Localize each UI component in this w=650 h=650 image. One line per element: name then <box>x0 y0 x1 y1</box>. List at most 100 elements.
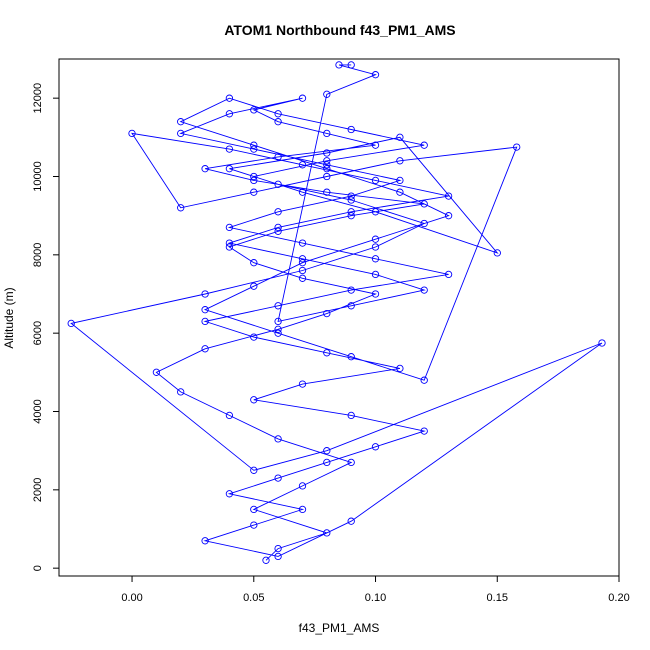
data-point <box>274 118 282 126</box>
data-point <box>262 556 270 564</box>
x-tick-label: 0.20 <box>608 592 629 604</box>
data-point <box>347 286 355 294</box>
data-point <box>371 270 380 279</box>
data-point <box>152 368 161 376</box>
data-point <box>323 447 331 455</box>
data-point <box>274 552 282 561</box>
data-point <box>323 188 331 196</box>
data-point <box>298 259 307 267</box>
x-axis-label: f43_PM1_AMS <box>299 621 380 635</box>
data-point <box>347 411 355 420</box>
data-point <box>298 255 307 263</box>
data-point <box>274 325 282 333</box>
data-point <box>177 388 185 396</box>
data-point <box>225 243 234 251</box>
data-point <box>444 212 453 220</box>
x-tick-label: 0.10 <box>365 592 386 604</box>
data-point <box>250 466 258 474</box>
data-point <box>225 490 234 498</box>
data-point <box>274 180 282 188</box>
y-axis: 0 2000 4000 6000 8000 10000 12000 <box>32 83 60 571</box>
series-line-path <box>70 64 603 561</box>
data-point <box>420 141 428 149</box>
data-point <box>274 110 282 118</box>
data-point <box>396 133 404 141</box>
y-tick-label: 0 <box>32 565 44 571</box>
data-point <box>298 274 307 282</box>
data-point <box>225 110 234 118</box>
data-point <box>371 208 380 216</box>
data-point <box>323 149 331 157</box>
x-tick-label: 0.15 <box>487 592 508 604</box>
data-point <box>323 349 331 357</box>
data-point <box>274 474 282 482</box>
data-point <box>298 482 307 490</box>
data-point <box>274 329 282 337</box>
data-point <box>250 259 258 267</box>
data-point <box>201 345 209 353</box>
data-point <box>274 227 282 235</box>
x-tick-label: 0.05 <box>243 592 264 604</box>
y-tick-label: 10000 <box>32 161 44 192</box>
data-point <box>347 61 355 69</box>
data-point <box>67 319 75 328</box>
data-point <box>323 172 331 181</box>
data-point <box>274 302 282 310</box>
data-point <box>298 266 307 275</box>
data-point <box>250 188 258 196</box>
data-point <box>347 353 355 361</box>
data-point <box>371 235 380 243</box>
data-point <box>323 458 331 467</box>
data-point <box>420 219 428 228</box>
data-point <box>323 309 331 318</box>
data-point <box>335 61 343 69</box>
data-point <box>225 223 234 232</box>
data-point <box>250 172 258 181</box>
data-point <box>598 339 606 347</box>
data-point <box>250 141 258 149</box>
data-point <box>250 145 258 153</box>
data-point <box>250 106 258 114</box>
data-point <box>371 290 380 298</box>
data-point <box>396 176 404 185</box>
y-tick-label: 4000 <box>32 399 44 423</box>
data-point <box>347 208 355 216</box>
x-axis: 0.00 0.05 0.10 0.15 0.20 <box>121 575 630 604</box>
data-point <box>323 161 331 169</box>
data-point <box>396 364 404 373</box>
data-point <box>201 306 209 314</box>
data-point <box>323 129 331 138</box>
data-point <box>347 302 355 310</box>
data-point <box>323 90 331 98</box>
data-point <box>323 165 331 173</box>
y-tick-label: 12000 <box>32 83 44 114</box>
data-point <box>177 129 185 138</box>
chart-title: ATOM1 Northbound f43_PM1_AMS <box>224 22 455 38</box>
data-point <box>371 141 380 149</box>
data-point <box>128 129 136 138</box>
data-point <box>250 505 258 514</box>
data-point <box>371 243 380 251</box>
data-point <box>201 317 209 326</box>
data-point <box>323 529 331 537</box>
data-point <box>274 544 282 553</box>
data-point <box>513 143 521 151</box>
data-point <box>420 427 428 435</box>
data-point <box>347 125 355 134</box>
data-point <box>420 286 428 294</box>
data-point <box>298 161 307 169</box>
data-point <box>371 443 380 451</box>
data-point <box>250 396 258 404</box>
data-point <box>274 208 282 216</box>
data-point <box>371 176 380 185</box>
data-point <box>347 458 355 467</box>
data-point <box>347 517 355 525</box>
data-point <box>274 317 282 326</box>
data-point <box>444 270 453 279</box>
data-point <box>225 145 234 153</box>
x-tick-label: 0.00 <box>121 592 142 604</box>
data-point <box>323 157 331 165</box>
data-point <box>225 239 234 247</box>
data-point <box>347 196 355 204</box>
data-point <box>347 212 355 220</box>
